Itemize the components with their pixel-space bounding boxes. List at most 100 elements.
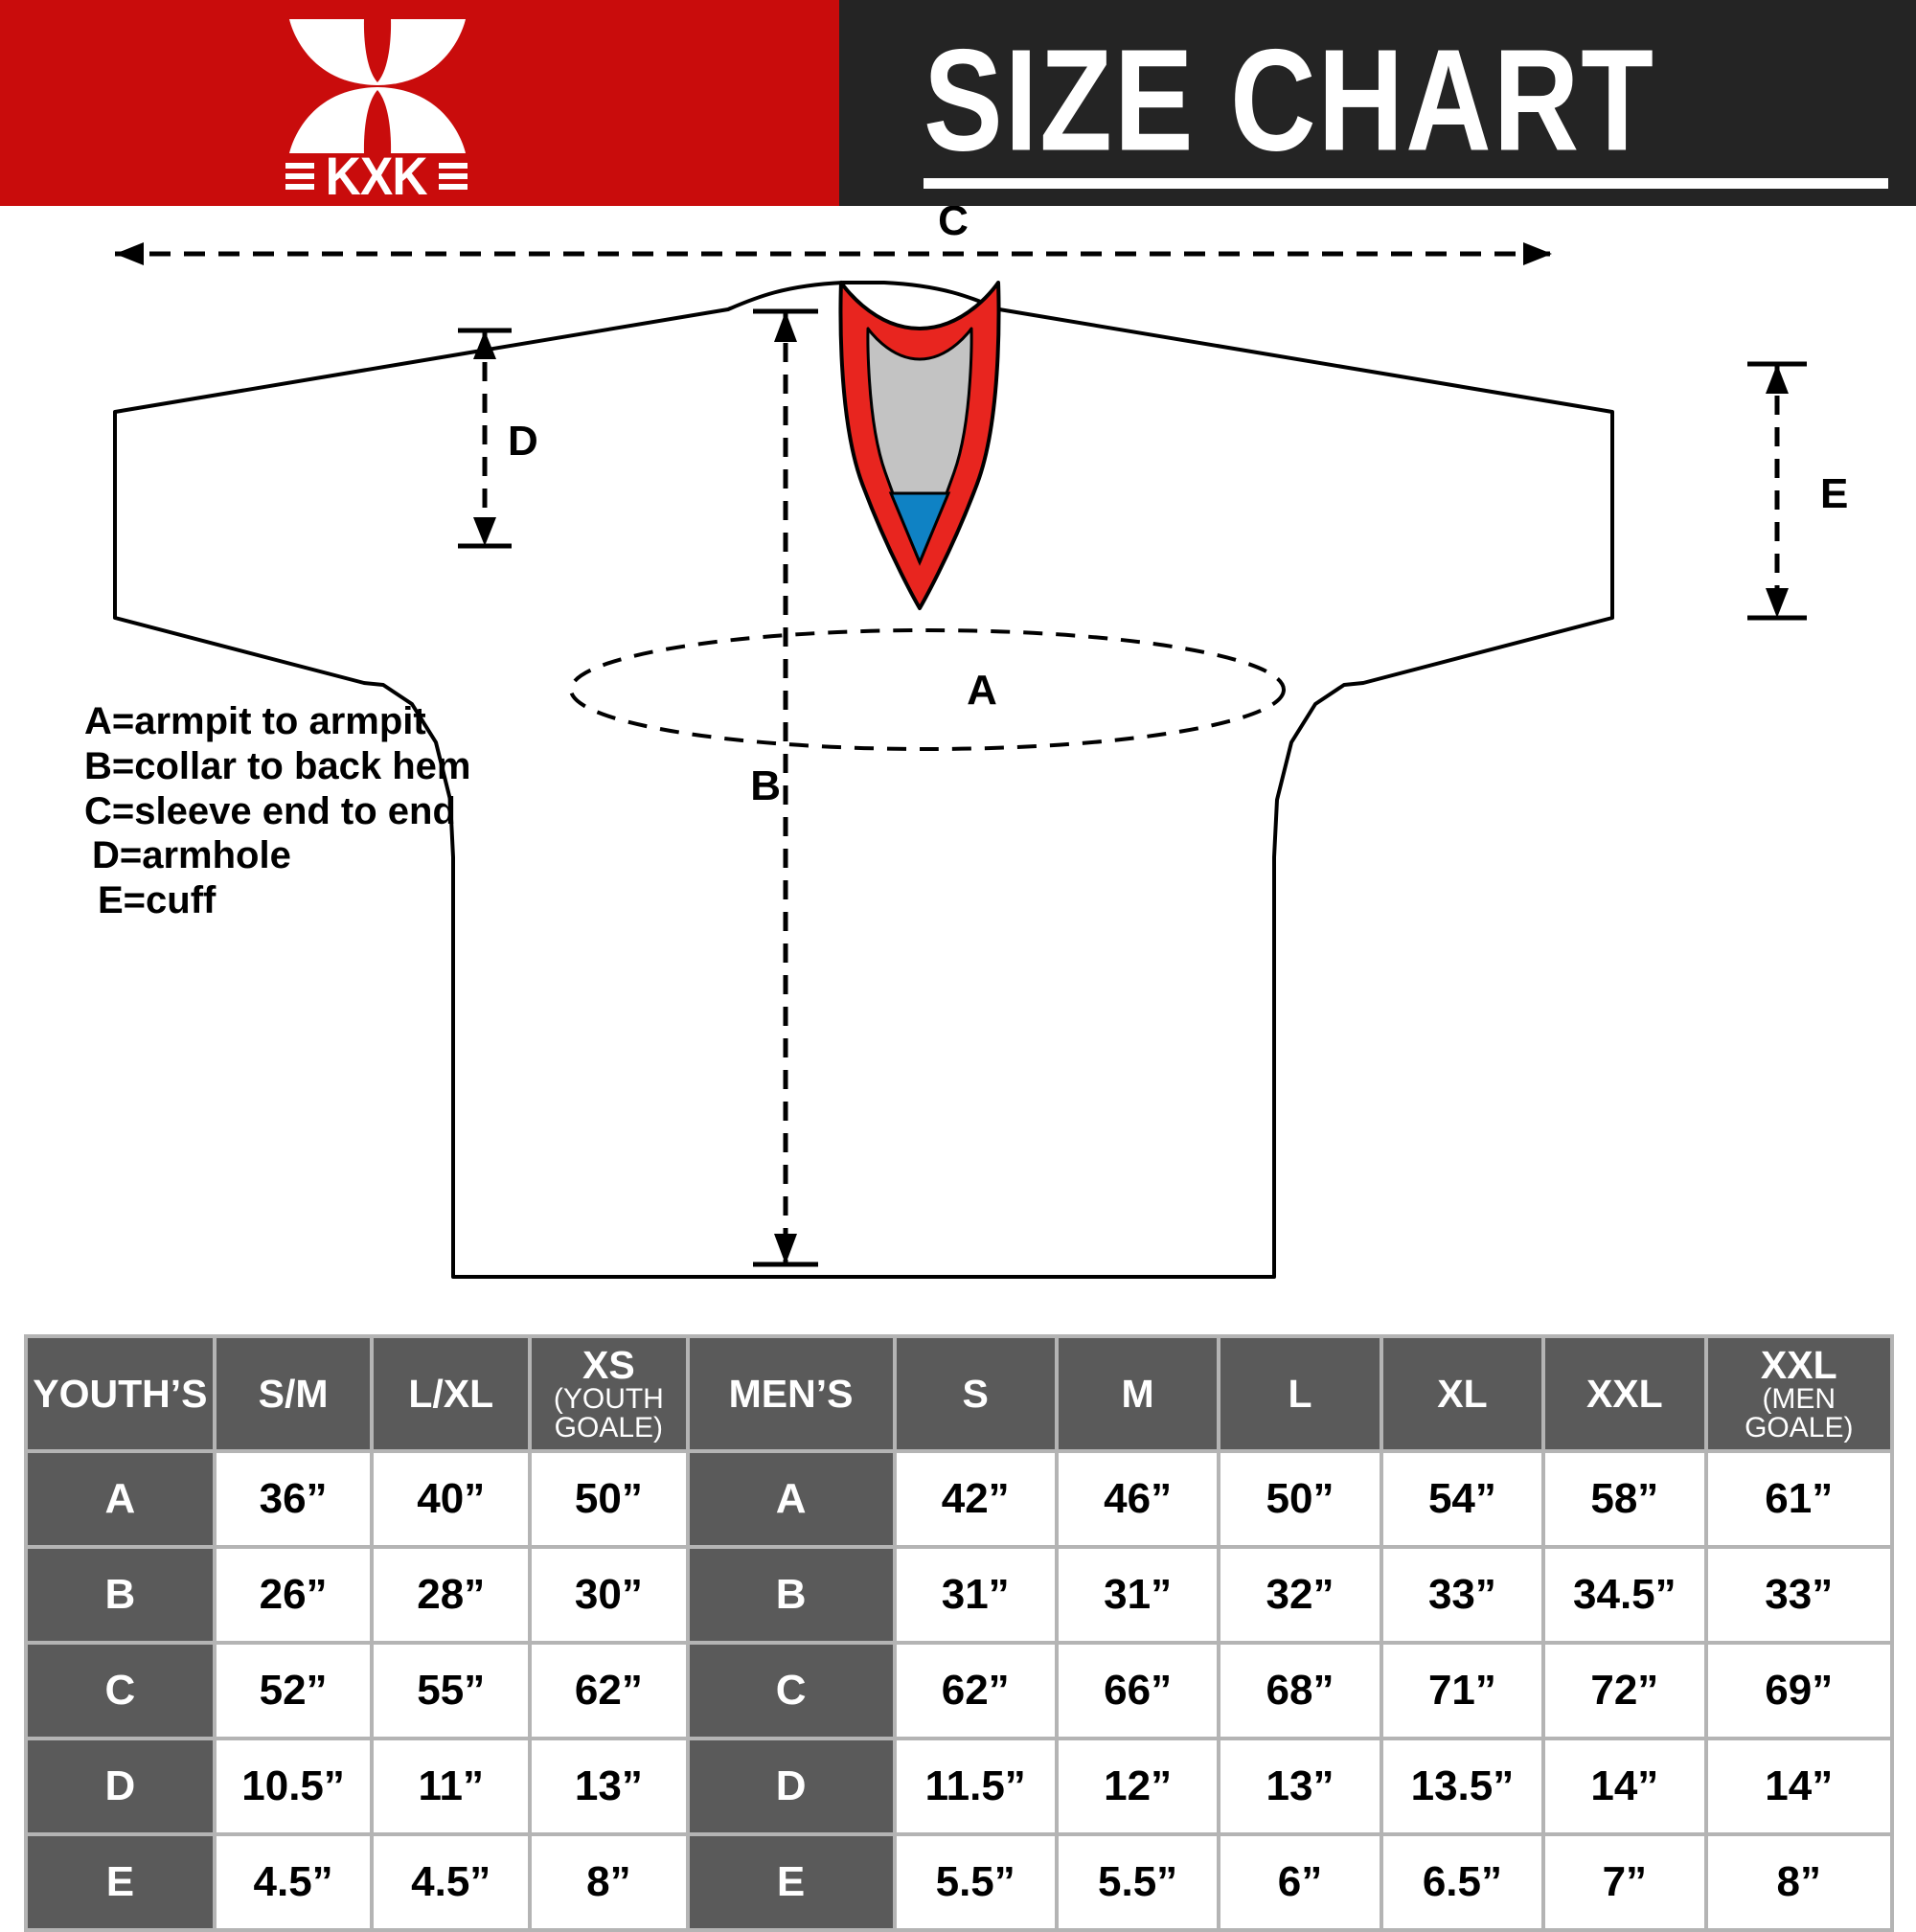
cell-value: 30” xyxy=(532,1549,686,1641)
page-title-wrap: SIZE CHART xyxy=(924,25,1882,177)
cell-value: 42” xyxy=(896,1453,1055,1545)
cell-value: 68” xyxy=(1220,1645,1380,1737)
dimension-b xyxy=(753,308,818,1267)
dimension-a xyxy=(569,628,1286,751)
header-cell-xxl-men-goale: XXL (MEN GOALE) xyxy=(1707,1338,1890,1449)
cell-value: 55” xyxy=(374,1645,529,1737)
measurement-legend: A=armpit to armpit B=collar to back hem … xyxy=(84,699,470,923)
jersey-svg: C D B A xyxy=(113,206,1848,1279)
row-label-youth: B xyxy=(28,1549,213,1641)
cell-value: 6” xyxy=(1220,1836,1380,1928)
brand-name: KXK xyxy=(325,145,428,206)
row-label-youth: D xyxy=(28,1740,213,1832)
cell-value: 72” xyxy=(1545,1645,1704,1737)
cell-value: 50” xyxy=(1220,1453,1380,1545)
legend-line-c: C=sleeve end to end xyxy=(84,789,456,832)
cell-value: 6.5” xyxy=(1382,1836,1542,1928)
logo-bars-right-icon xyxy=(438,162,468,190)
dimension-d xyxy=(458,328,512,549)
label-a: A xyxy=(967,667,997,714)
header-main: L xyxy=(1288,1371,1312,1416)
header-main: YOUTH’S xyxy=(33,1371,208,1416)
logo-bars-left-icon xyxy=(285,162,315,190)
cell-value: 36” xyxy=(216,1453,371,1545)
cell-value: 32” xyxy=(1220,1549,1380,1641)
cell-value: 66” xyxy=(1058,1645,1218,1737)
row-label-youth: A xyxy=(28,1453,213,1545)
cell-value: 31” xyxy=(1058,1549,1218,1641)
row-label-men: C xyxy=(689,1645,893,1737)
cell-value: 52” xyxy=(216,1645,371,1737)
label-d: D xyxy=(508,418,538,465)
cell-value: 46” xyxy=(1058,1453,1218,1545)
cell-value: 8” xyxy=(532,1836,686,1928)
cell-value: 62” xyxy=(896,1645,1055,1737)
size-table-wrap: YOUTH’S S/M L/XL XS (YOUTH GOALE) MEN’S … xyxy=(24,1334,1894,1932)
brand-panel: KXK xyxy=(0,0,839,206)
header-main: XL xyxy=(1437,1371,1488,1416)
header-main: L/XL xyxy=(408,1371,494,1416)
cell-value: 69” xyxy=(1707,1645,1890,1737)
label-b: B xyxy=(750,762,781,809)
cell-value: 58” xyxy=(1545,1453,1704,1545)
cell-value: 11” xyxy=(374,1740,529,1832)
header-main: MEN’S xyxy=(728,1371,854,1416)
cell-value: 13.5” xyxy=(1382,1740,1542,1832)
dimension-c xyxy=(115,242,1552,265)
table-row: B 26” 28” 30” B 31” 31” 32” 33” 34.5” 33… xyxy=(28,1549,1890,1641)
cell-value: 12” xyxy=(1058,1740,1218,1832)
brand-logo: KXK xyxy=(257,15,496,202)
cell-value: 33” xyxy=(1382,1549,1542,1641)
brand-wordmark: KXK xyxy=(257,145,496,206)
dimension-e xyxy=(1747,361,1807,621)
collar-graphic xyxy=(838,281,1001,610)
cell-value: 14” xyxy=(1545,1740,1704,1832)
legend-line-a: A=armpit to armpit xyxy=(84,700,426,742)
header-cell-xs-youth-goale: XS (YOUTH GOALE) xyxy=(532,1338,686,1449)
header-cell-sm: S/M xyxy=(216,1338,371,1449)
cell-value: 71” xyxy=(1382,1645,1542,1737)
cell-value: 28” xyxy=(374,1549,529,1641)
header-cell-youths: YOUTH’S xyxy=(28,1338,213,1449)
row-label-youth: E xyxy=(28,1836,213,1928)
cell-value: 5.5” xyxy=(1058,1836,1218,1928)
legend-line-e: E=cuff xyxy=(98,879,217,922)
jersey-diagram: C D B A xyxy=(0,206,1916,1317)
cell-value: 4.5” xyxy=(216,1836,371,1928)
header-cell-xl: XL xyxy=(1382,1338,1542,1449)
header-sub: (YOUTH GOALE) xyxy=(553,1382,664,1443)
label-e: E xyxy=(1820,470,1848,517)
row-label-youth: C xyxy=(28,1645,213,1737)
row-label-men: B xyxy=(689,1549,893,1641)
cell-value: 10.5” xyxy=(216,1740,371,1832)
table-row: D 10.5” 11” 13” D 11.5” 12” 13” 13.5” 14… xyxy=(28,1740,1890,1832)
title-panel: SIZE CHART xyxy=(839,0,1916,206)
cell-value: 54” xyxy=(1382,1453,1542,1545)
cell-value: 11.5” xyxy=(896,1740,1055,1832)
cell-value: 13” xyxy=(532,1740,686,1832)
label-c: C xyxy=(938,206,969,244)
cell-value: 33” xyxy=(1707,1549,1890,1641)
header-main: XXL xyxy=(1585,1371,1663,1416)
cell-value: 31” xyxy=(896,1549,1055,1641)
header-cell-m: M xyxy=(1058,1338,1218,1449)
header-cell-lxl: L/XL xyxy=(374,1338,529,1449)
table-body: A 36” 40” 50” A 42” 46” 50” 54” 58” 61” … xyxy=(28,1453,1890,1928)
cell-value: 34.5” xyxy=(1545,1549,1704,1641)
cell-value: 14” xyxy=(1707,1740,1890,1832)
header-main: S xyxy=(962,1371,989,1416)
table-row: C 52” 55” 62” C 62” 66” 68” 71” 72” 69” xyxy=(28,1645,1890,1737)
cell-value: 61” xyxy=(1707,1453,1890,1545)
cell-value: 4.5” xyxy=(374,1836,529,1928)
table-row: A 36” 40” 50” A 42” 46” 50” 54” 58” 61” xyxy=(28,1453,1890,1545)
cell-value: 50” xyxy=(532,1453,686,1545)
cell-value: 5.5” xyxy=(896,1836,1055,1928)
row-label-men: D xyxy=(689,1740,893,1832)
header-cell-l: L xyxy=(1220,1338,1380,1449)
header-main: S/M xyxy=(258,1371,329,1416)
row-label-men: E xyxy=(689,1836,893,1928)
cell-value: 8” xyxy=(1707,1836,1890,1928)
header-cell-mens: MEN’S xyxy=(689,1338,893,1449)
cell-value: 62” xyxy=(532,1645,686,1737)
legend-line-b: B=collar to back hem xyxy=(84,744,471,787)
